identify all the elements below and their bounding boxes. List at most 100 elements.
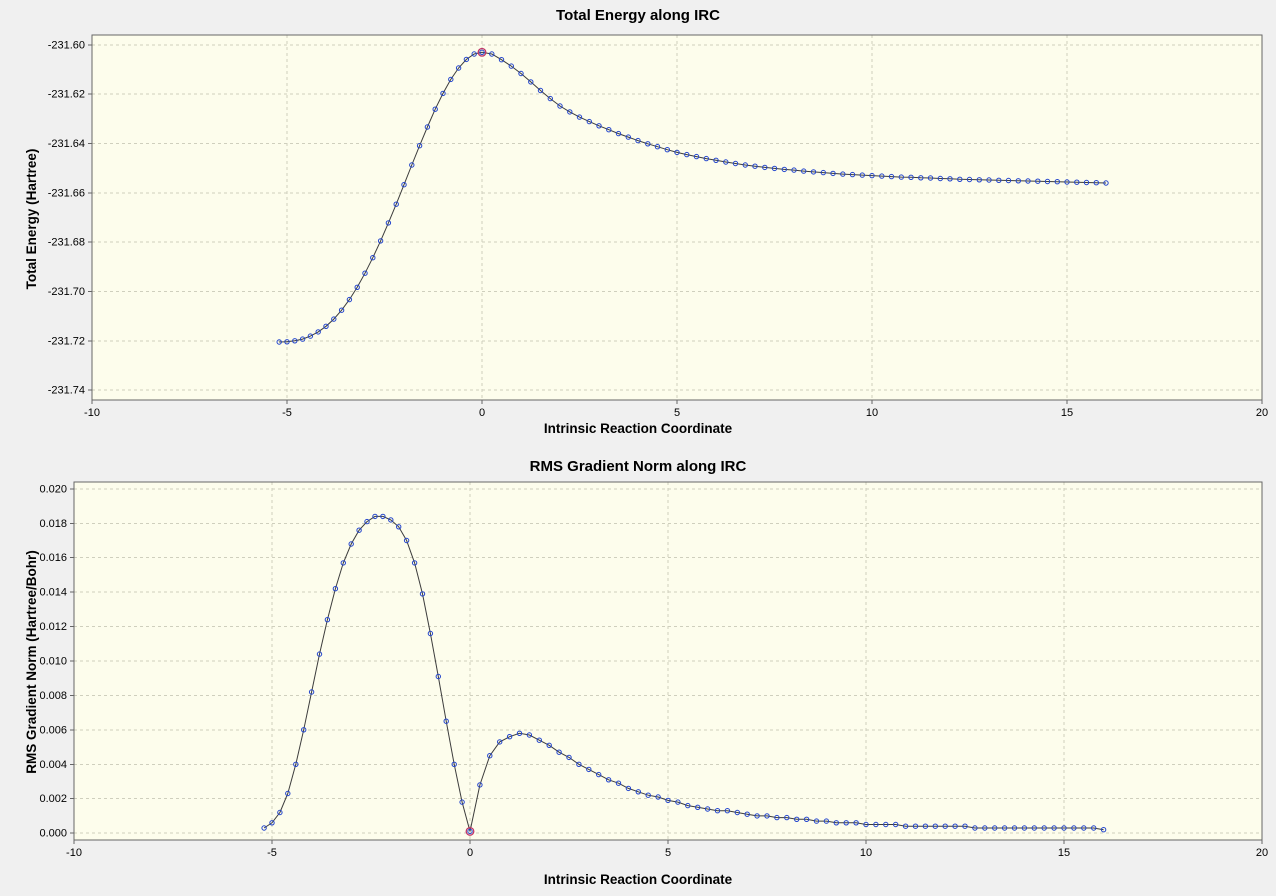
data-point-marker[interactable] <box>411 560 418 566</box>
highlighted-point-marker[interactable] <box>465 826 475 836</box>
data-point-marker[interactable] <box>1011 825 1018 831</box>
data-point-marker[interactable] <box>435 673 441 680</box>
data-point-marker[interactable] <box>576 114 583 120</box>
data-point-marker[interactable] <box>996 177 1002 184</box>
data-point-marker[interactable] <box>685 802 691 809</box>
data-point-marker[interactable] <box>952 823 958 829</box>
data-point-marker[interactable] <box>771 165 778 172</box>
data-point-marker[interactable] <box>479 49 485 55</box>
data-point-marker[interactable] <box>986 177 992 183</box>
data-point-marker[interactable] <box>942 823 948 829</box>
data-point-marker[interactable] <box>536 737 542 743</box>
data-point-marker[interactable] <box>537 87 544 94</box>
data-point-marker[interactable] <box>734 809 740 816</box>
data-point-marker[interactable] <box>388 517 394 523</box>
data-point-marker[interactable] <box>424 124 431 130</box>
data-point-marker[interactable] <box>277 809 283 816</box>
data-point-marker[interactable] <box>1001 825 1008 831</box>
data-point-marker[interactable] <box>1031 825 1038 831</box>
data-point-marker[interactable] <box>556 749 562 755</box>
data-point-marker[interactable] <box>526 732 533 738</box>
data-point-marker[interactable] <box>879 173 885 179</box>
data-point-marker[interactable] <box>810 169 817 175</box>
data-point-marker[interactable] <box>664 147 670 153</box>
data-point-marker[interactable] <box>645 141 651 147</box>
data-point-marker[interactable] <box>754 813 760 819</box>
data-point-marker[interactable] <box>356 527 362 533</box>
data-point-marker[interactable] <box>459 799 465 805</box>
data-point-marker[interactable] <box>840 171 846 177</box>
data-point-marker[interactable] <box>883 821 889 828</box>
data-point-marker[interactable] <box>546 742 552 748</box>
data-point-marker[interactable] <box>372 513 378 520</box>
data-point-marker[interactable] <box>962 823 968 829</box>
data-point-marker[interactable] <box>348 541 354 547</box>
data-point-marker[interactable] <box>781 166 787 173</box>
data-point-marker[interactable] <box>902 823 909 829</box>
data-point-marker[interactable] <box>276 339 282 345</box>
data-point-marker[interactable] <box>724 808 731 814</box>
data-point-marker[interactable] <box>477 782 483 788</box>
data-point-marker[interactable] <box>396 524 402 530</box>
data-point-marker[interactable] <box>972 825 978 831</box>
data-point-marker[interactable] <box>859 172 865 178</box>
data-point-marker[interactable] <box>888 173 895 180</box>
data-point-marker[interactable] <box>316 651 323 657</box>
highlighted-point-marker[interactable] <box>477 47 487 57</box>
data-point-marker[interactable] <box>1093 180 1100 186</box>
data-point-marker[interactable] <box>467 828 473 835</box>
data-point-marker[interactable] <box>615 780 622 786</box>
data-point-marker[interactable] <box>893 821 899 828</box>
data-point-marker[interactable] <box>1025 178 1031 184</box>
data-point-marker[interactable] <box>455 65 462 71</box>
data-point-marker[interactable] <box>992 825 998 831</box>
data-point-marker[interactable] <box>463 56 470 63</box>
data-point-marker[interactable] <box>713 157 719 164</box>
data-point-marker[interactable] <box>292 338 298 344</box>
data-point-marker[interactable] <box>566 754 572 761</box>
data-point-marker[interactable] <box>1091 825 1097 831</box>
data-point-marker[interactable] <box>380 513 386 520</box>
data-point-marker[interactable] <box>508 63 514 69</box>
data-point-marker[interactable] <box>416 143 423 149</box>
data-point-marker[interactable] <box>331 316 337 322</box>
data-point-marker[interactable] <box>567 109 573 115</box>
data-point-marker[interactable] <box>307 333 314 339</box>
data-point-marker[interactable] <box>976 177 982 183</box>
data-point-marker[interactable] <box>830 170 836 177</box>
data-point-marker[interactable] <box>912 823 919 829</box>
data-point-marker[interactable] <box>764 813 770 819</box>
data-point-marker[interactable] <box>823 818 830 824</box>
data-point-marker[interactable] <box>869 172 875 179</box>
data-point-marker[interactable] <box>1081 825 1087 831</box>
data-point-marker[interactable] <box>308 689 315 695</box>
data-point-marker[interactable] <box>285 790 291 797</box>
data-point-marker[interactable] <box>873 821 879 828</box>
data-point-marker[interactable] <box>354 284 360 290</box>
data-point-marker[interactable] <box>675 799 681 805</box>
data-point-marker[interactable] <box>635 137 641 144</box>
data-point-marker[interactable] <box>528 79 534 85</box>
data-point-marker[interactable] <box>324 617 331 623</box>
data-point-marker[interactable] <box>704 806 711 812</box>
data-point-marker[interactable] <box>315 329 321 335</box>
data-point-marker[interactable] <box>409 162 415 168</box>
data-point-marker[interactable] <box>674 149 680 156</box>
data-point-marker[interactable] <box>1054 179 1061 185</box>
data-point-marker[interactable] <box>261 825 267 831</box>
data-point-marker[interactable] <box>403 537 410 544</box>
data-point-marker[interactable] <box>820 169 826 176</box>
data-point-marker[interactable] <box>299 336 306 342</box>
data-point-marker[interactable] <box>922 823 929 829</box>
data-point-marker[interactable] <box>752 163 758 169</box>
data-point-marker[interactable] <box>605 777 612 783</box>
data-point-marker[interactable] <box>596 123 602 129</box>
data-point-marker[interactable] <box>284 339 290 345</box>
data-point-marker[interactable] <box>843 820 849 826</box>
data-point-marker[interactable] <box>853 820 859 826</box>
data-point-marker[interactable] <box>625 785 632 792</box>
data-point-marker[interactable] <box>1100 827 1107 833</box>
data-point-marker[interactable] <box>1044 178 1051 185</box>
data-point-marker[interactable] <box>863 821 869 828</box>
data-point-marker[interactable] <box>791 167 797 173</box>
